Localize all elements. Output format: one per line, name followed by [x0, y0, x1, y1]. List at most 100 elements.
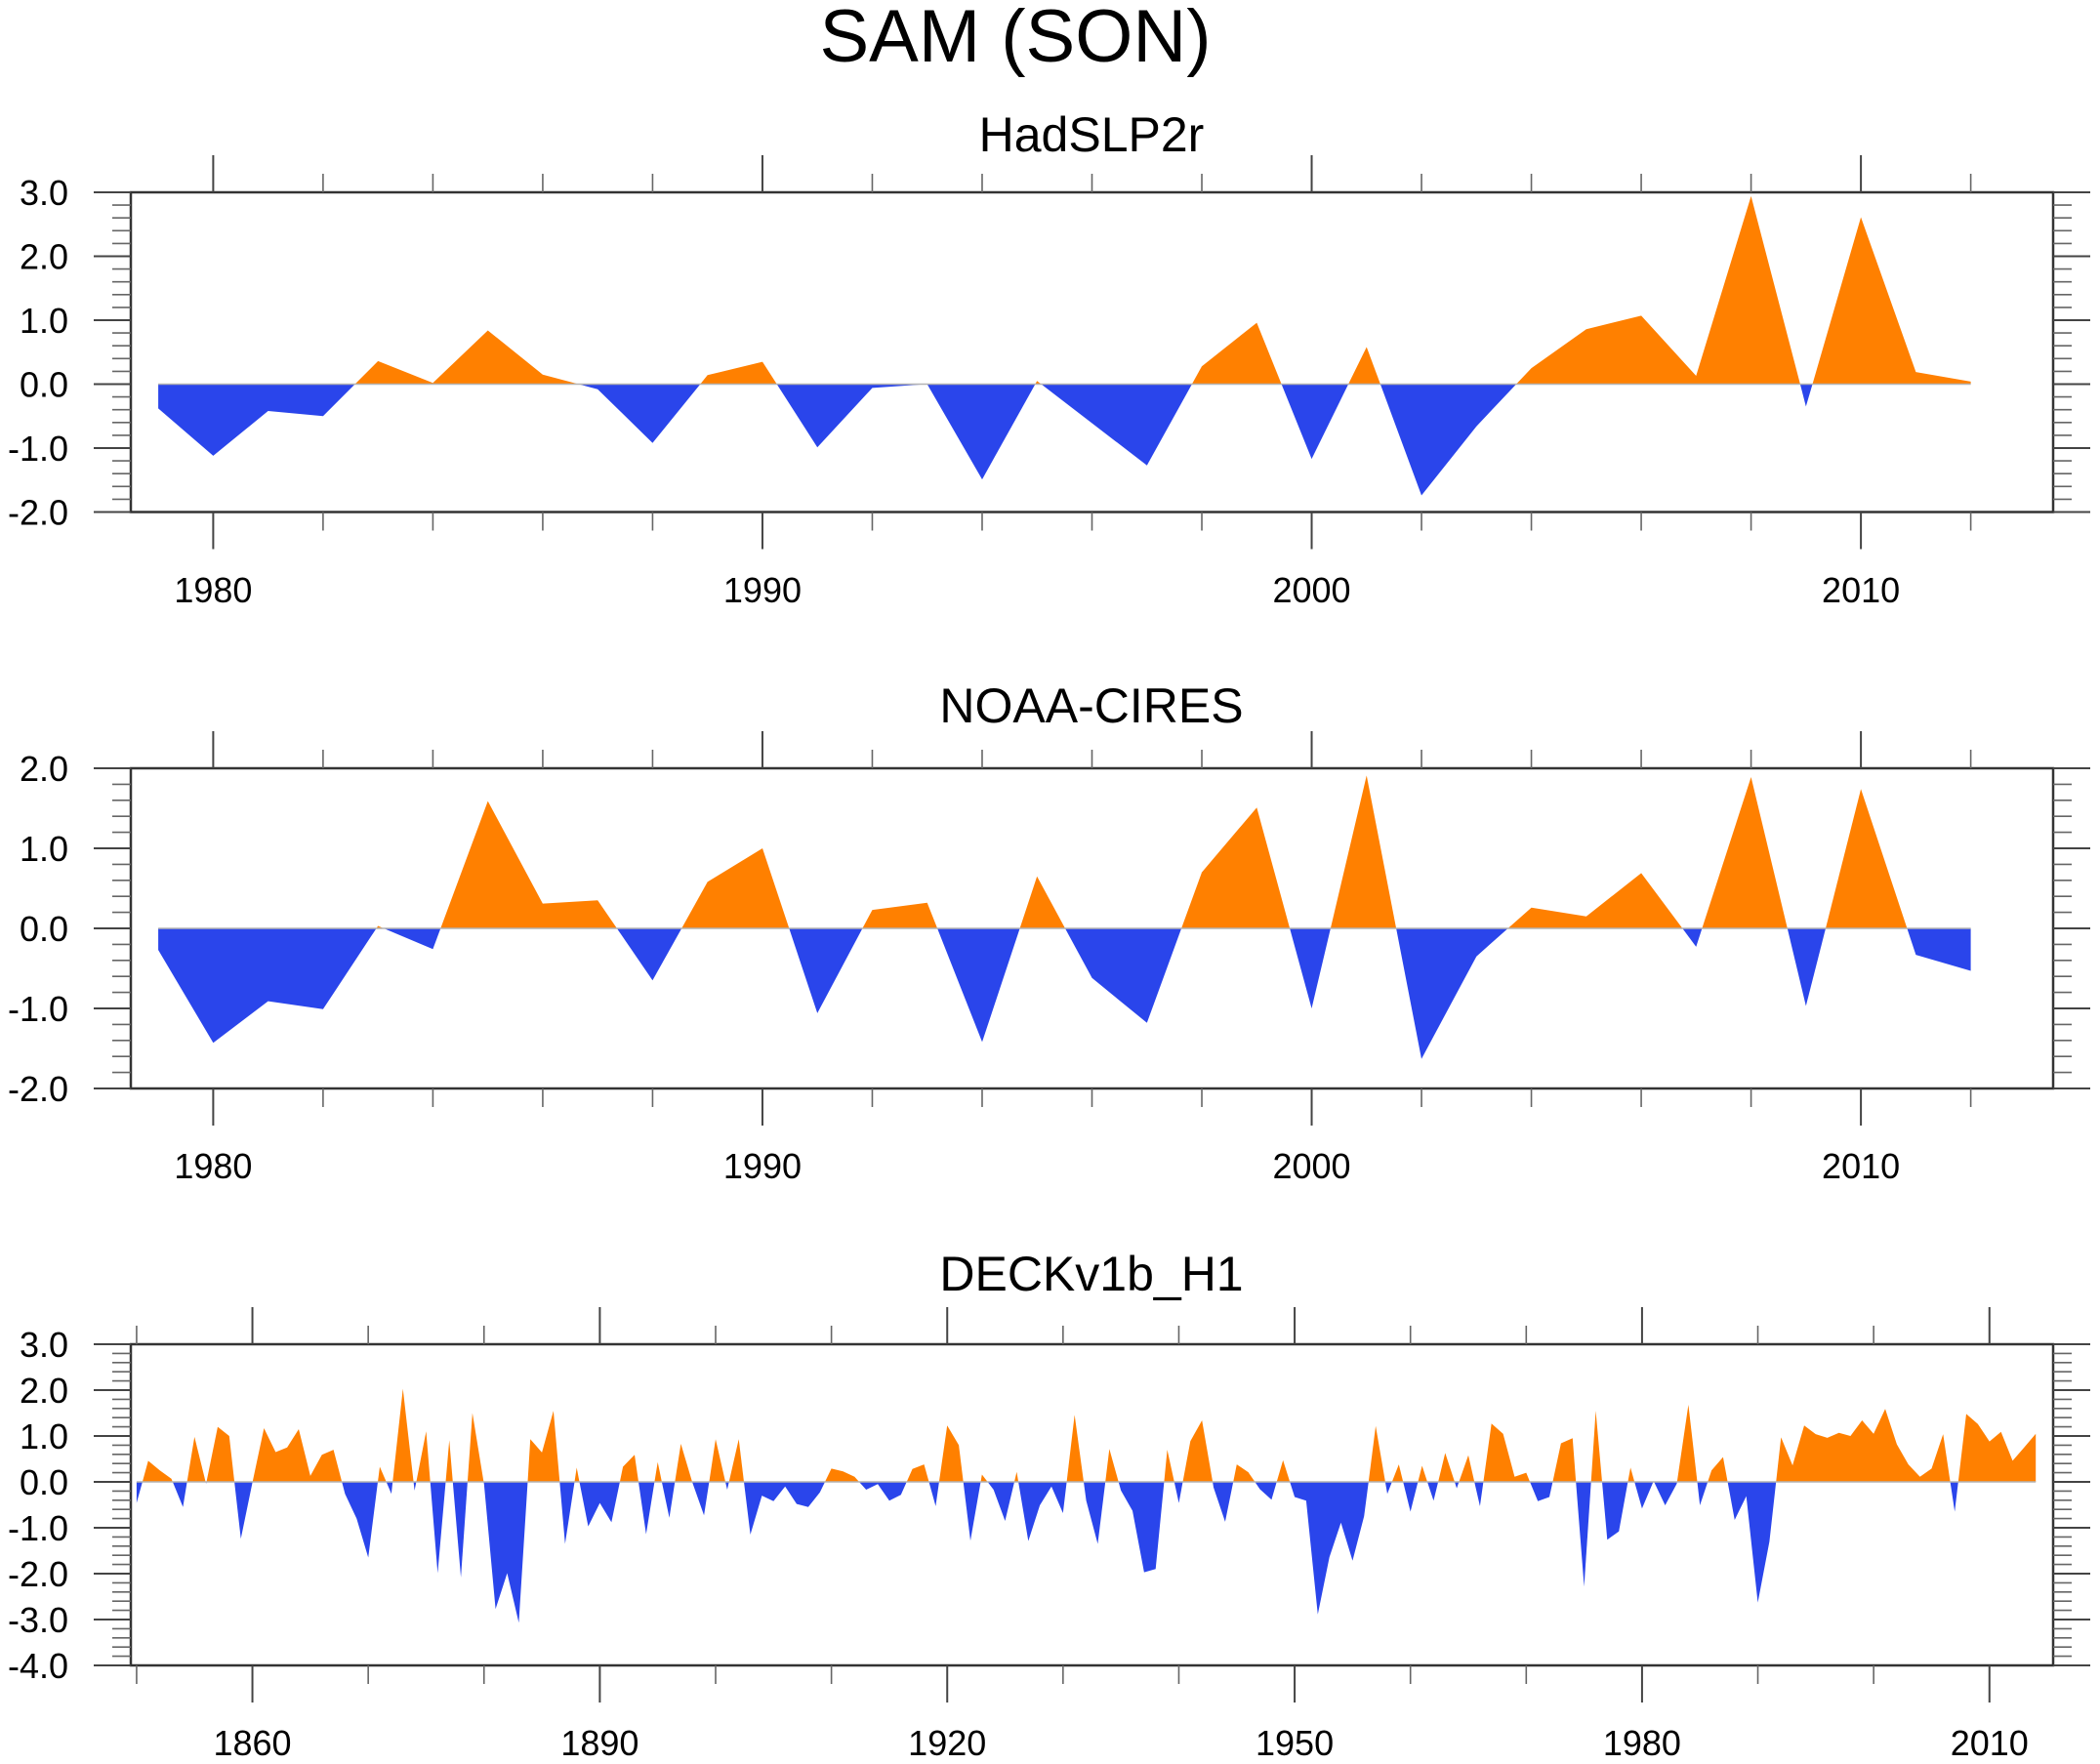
positive-area: [1516, 195, 1800, 385]
positive-area: [1233, 1464, 1256, 1482]
negative-area: [386, 1482, 393, 1495]
negative-area: [1576, 1482, 1591, 1587]
positive-area: [1164, 1450, 1174, 1482]
positive-area: [142, 1460, 173, 1482]
positive-area: [1348, 347, 1380, 385]
negative-area: [483, 1482, 528, 1623]
negative-area: [1799, 384, 1813, 407]
negative-area: [1654, 1482, 1677, 1505]
negative-area: [1455, 1482, 1460, 1489]
positive-area: [1812, 217, 1971, 385]
x-tick-label: 1950: [1256, 1723, 1334, 1763]
positive-area: [1459, 1455, 1475, 1482]
negative-area: [172, 1482, 187, 1507]
negative-area: [1474, 1482, 1484, 1506]
positive-area: [392, 1388, 414, 1482]
positive-area: [654, 1461, 662, 1482]
negative-area: [963, 1482, 981, 1541]
figure-title: SAM (SON): [819, 0, 1211, 78]
negative-area: [1379, 384, 1517, 496]
negative-area: [452, 1482, 468, 1578]
negative-area: [1697, 1482, 1709, 1505]
positive-area: [440, 800, 617, 928]
positive-area: [1368, 1425, 1385, 1482]
negative-area: [1602, 1482, 1628, 1540]
positive-area: [1957, 1414, 2037, 1482]
positive-area: [1438, 1453, 1455, 1482]
positive-area: [1627, 1467, 1635, 1482]
positive-area: [1066, 1415, 1084, 1482]
negative-area: [1787, 928, 1826, 1006]
negative-area: [1255, 1482, 1277, 1500]
negative-area: [1041, 384, 1192, 466]
negative-area: [661, 1482, 676, 1518]
x-tick-label: 1920: [908, 1723, 986, 1763]
x-tick-label: 2010: [1951, 1723, 2029, 1763]
x-tick-label: 1980: [1603, 1723, 1681, 1763]
positive-area: [980, 1474, 988, 1482]
y-tick-label: 3.0: [20, 173, 68, 213]
positive-area: [700, 361, 777, 385]
positive-area: [1035, 381, 1042, 385]
y-tick-label: -2.0: [8, 1069, 68, 1109]
negative-area: [1281, 384, 1349, 460]
negative-area: [430, 1482, 446, 1574]
negative-area: [725, 1482, 729, 1490]
positive-area: [1590, 1411, 1602, 1482]
negative-area: [744, 1482, 825, 1535]
negative-area: [342, 1482, 378, 1558]
y-tick-label: -3.0: [8, 1600, 68, 1640]
x-tick-label: 1890: [560, 1723, 638, 1763]
negative-area: [1384, 1482, 1392, 1495]
positive-area: [1507, 873, 1683, 928]
panel-title-hadslp2r: HadSLP2r: [979, 107, 1205, 162]
positive-area: [938, 1425, 964, 1482]
negative-area: [559, 1482, 575, 1544]
negative-area: [776, 384, 927, 448]
positive-area: [1014, 1471, 1019, 1482]
positive-area: [1418, 1465, 1427, 1482]
positive-area: [681, 848, 790, 928]
positive-area: [1181, 807, 1291, 928]
positive-area: [1276, 1459, 1291, 1482]
positive-area: [1105, 1449, 1119, 1482]
y-tick-label: -2.0: [8, 1554, 68, 1594]
positive-area: [252, 1428, 343, 1482]
positive-area: [1182, 1420, 1214, 1482]
negative-area: [1213, 1482, 1234, 1522]
negative-area: [928, 1482, 939, 1506]
positive-area: [619, 1455, 638, 1482]
negative-area: [1018, 1482, 1067, 1541]
y-tick-label: 2.0: [20, 1371, 68, 1411]
negative-area: [1396, 928, 1508, 1059]
positive-area: [206, 1426, 235, 1482]
negative-area: [1118, 1482, 1165, 1573]
x-tick-label: 1980: [174, 570, 252, 610]
negative-area: [579, 1482, 620, 1527]
negative-area: [1065, 928, 1182, 1023]
y-tick-label: 1.0: [20, 301, 68, 341]
x-tick-label: 1990: [723, 570, 802, 610]
negative-area: [1530, 1482, 1553, 1501]
y-tick-label: -2.0: [8, 493, 68, 533]
panel-hadslp2r: HadSLP2r 3.0 2.0 1.0 0.0 -1.0 -2.0 1980 1990 200…: [8, 107, 2090, 610]
negative-area: [578, 384, 701, 443]
positive-area: [1191, 322, 1282, 385]
positive-area: [1391, 1464, 1404, 1482]
positive-area: [709, 1439, 725, 1482]
positive-area: [728, 1439, 744, 1482]
negative-area: [1634, 1482, 1654, 1509]
negative-area: [1403, 1482, 1419, 1512]
y-tick-label: 0.0: [20, 1462, 68, 1502]
negative-area: [234, 1482, 253, 1539]
x-tick-label: 2010: [1822, 1146, 1900, 1186]
y-tick-label: 0.0: [20, 909, 68, 949]
positive-area: [378, 1466, 387, 1482]
positive-area: [574, 1467, 580, 1482]
negative-area: [1290, 1482, 1369, 1615]
y-tick-label: 1.0: [20, 829, 68, 869]
y-tick-label: -4.0: [8, 1646, 68, 1686]
negative-area: [859, 1482, 907, 1501]
